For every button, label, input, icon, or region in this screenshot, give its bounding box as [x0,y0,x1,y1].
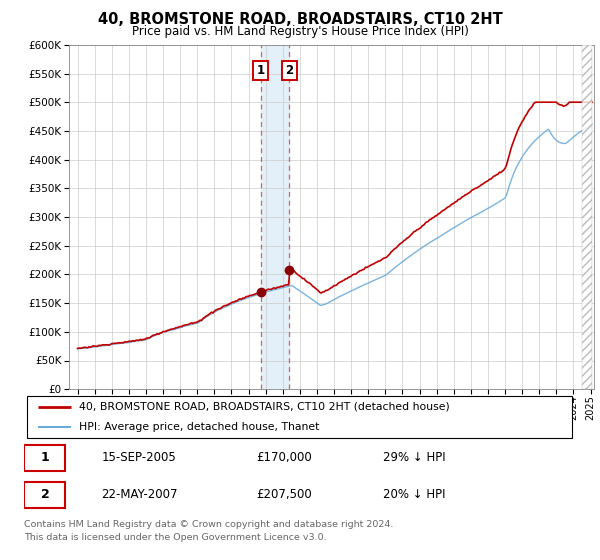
Text: 22-MAY-2007: 22-MAY-2007 [101,488,178,501]
Text: £207,500: £207,500 [256,488,311,501]
FancyBboxPatch shape [24,482,65,508]
Text: This data is licensed under the Open Government Licence v3.0.: This data is licensed under the Open Gov… [24,533,326,542]
Text: 1: 1 [41,451,49,464]
Text: 40, BROMSTONE ROAD, BROADSTAIRS, CT10 2HT (detached house): 40, BROMSTONE ROAD, BROADSTAIRS, CT10 2H… [79,402,450,412]
Text: Contains HM Land Registry data © Crown copyright and database right 2024.: Contains HM Land Registry data © Crown c… [24,520,394,529]
Bar [261,45,289,389]
Text: 2: 2 [285,64,293,77]
FancyBboxPatch shape [24,445,65,471]
Text: HPI: Average price, detached house, Thanet: HPI: Average price, detached house, Than… [79,422,320,432]
Text: 1: 1 [257,64,265,77]
Text: 20% ↓ HPI: 20% ↓ HPI [383,488,445,501]
Text: 2: 2 [41,488,49,501]
Text: £170,000: £170,000 [256,451,311,464]
Text: 40, BROMSTONE ROAD, BROADSTAIRS, CT10 2HT: 40, BROMSTONE ROAD, BROADSTAIRS, CT10 2H… [98,12,502,27]
Text: 29% ↓ HPI: 29% ↓ HPI [383,451,445,464]
Text: Price paid vs. HM Land Registry's House Price Index (HPI): Price paid vs. HM Land Registry's House … [131,25,469,38]
Text: 15-SEP-2005: 15-SEP-2005 [101,451,176,464]
